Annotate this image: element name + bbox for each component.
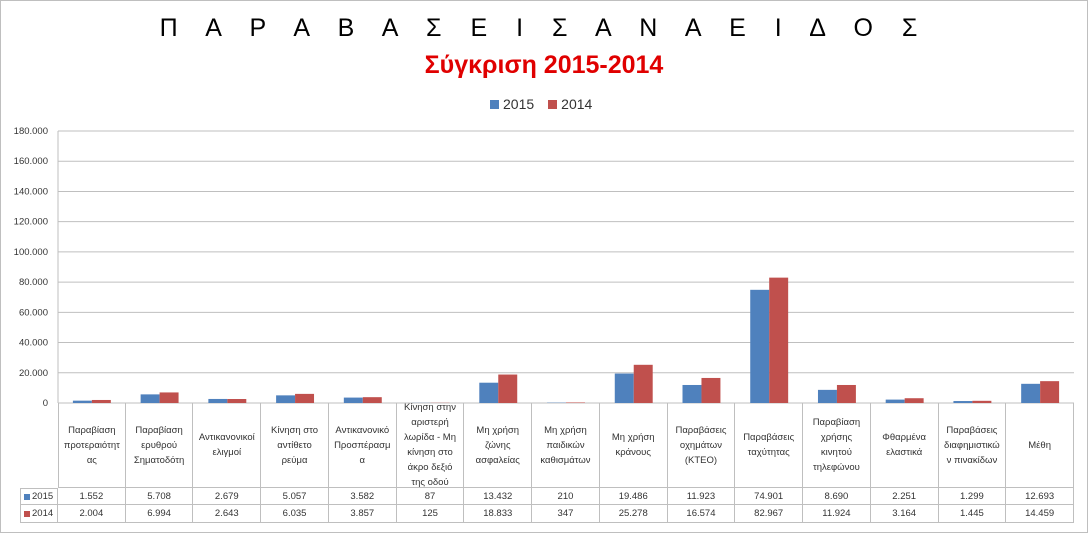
table-value-2014: 2.004 (58, 505, 126, 523)
bar-2015-2 (208, 398, 228, 403)
table-value-2015: 1.299 (938, 488, 1007, 505)
row-label-2015: 2015 (32, 491, 54, 502)
bar-2014-14 (1040, 381, 1060, 403)
bar-2015-3 (276, 395, 296, 403)
bar-2015-14 (1021, 383, 1041, 403)
table-value-2014: 6.035 (261, 505, 329, 523)
table-row-header-2014: 2014 (20, 505, 58, 523)
y-tick-label: 40.000 (19, 338, 48, 349)
y-tick-label: 60.000 (19, 307, 48, 318)
category-label: Παραβάσεις οχημάτων (ΚΤΕΟ) (667, 403, 736, 488)
bar-2014-8 (633, 364, 653, 403)
table-value-2014: 2.643 (193, 505, 262, 523)
bar-2014-7 (566, 402, 585, 403)
bar-2015-1 (140, 394, 160, 403)
legend-item-2015: 2015 (490, 96, 534, 112)
legend: 2015 2014 (490, 96, 592, 112)
bar-2014-9 (701, 377, 721, 403)
bar-2015-6 (479, 382, 499, 403)
table-value-2015: 19.486 (599, 488, 668, 505)
y-tick-label: 180.000 (14, 126, 48, 137)
table-value-2015: 2.251 (870, 488, 939, 505)
table-value-2015: 1.552 (58, 488, 126, 505)
bar-2014-4 (362, 397, 382, 403)
table-value-2015: 210 (532, 488, 600, 505)
bar-2015-10 (750, 289, 770, 403)
table-value-2015: 87 (396, 488, 465, 505)
category-label: Παραβίαση χρήσης κινητού τηλεφώνου (803, 403, 871, 488)
table-value-2014: 25.278 (599, 505, 668, 523)
table-value-2015: 74.901 (735, 488, 804, 505)
bar-2014-10 (769, 277, 789, 403)
bar-2014-6 (498, 374, 518, 403)
table-value-2015: 5.708 (125, 488, 194, 505)
legend-key-2015 (24, 493, 30, 500)
bar-2015-12 (885, 399, 905, 403)
y-tick-label: 20.000 (19, 368, 48, 379)
y-tick-label: 0 (43, 398, 48, 409)
legend-key-2014 (24, 510, 30, 517)
category-label: Μη χρήση ζώνης ασφαλείας (464, 403, 533, 488)
legend-swatch-2014 (548, 100, 558, 109)
category-label: Κίνηση στο αντίθετο ρεύμα (261, 403, 329, 488)
bar-2014-0 (91, 399, 111, 403)
legend-swatch-2015 (490, 100, 499, 109)
category-label: Αντικανονικό Προσπέρασμ α (328, 403, 397, 488)
category-label: Παραβίαση ερυθρού Σηματοδότη (125, 403, 194, 488)
bar-2014-1 (159, 392, 179, 403)
table-value-2014: 16.574 (667, 505, 736, 523)
table-value-2015: 8.690 (803, 488, 871, 505)
category-label: Μη χρήση παιδικών καθισμάτων (532, 403, 600, 488)
legend-label-2014: 2014 (561, 96, 593, 112)
bar-2014-3 (295, 393, 315, 403)
y-tick-label: 100.000 (14, 247, 48, 258)
table-value-2014: 1.445 (938, 505, 1007, 523)
bar-2014-12 (904, 398, 924, 403)
table-value-2015: 12.693 (1006, 488, 1074, 505)
chart-title: Π Α Ρ Α Β Α Σ Ε Ι Σ Α Ν Α Ε Ι Δ Ο Σ (159, 14, 929, 42)
bar-2015-4 (343, 397, 363, 403)
table-value-2014: 3.164 (870, 505, 939, 523)
table-value-2014: 14.459 (1006, 505, 1074, 523)
table-value-2014: 82.967 (735, 505, 804, 523)
table-value-2014: 347 (532, 505, 600, 523)
table-value-2015: 13.432 (464, 488, 533, 505)
y-tick-label: 160.000 (14, 156, 48, 167)
table-value-2014: 125 (396, 505, 465, 523)
table-value-2015: 2.679 (193, 488, 262, 505)
table-value-2015: 5.057 (261, 488, 329, 505)
category-label: Παραβίαση προτεραιότητ ας (58, 403, 126, 488)
row-label-2014: 2014 (32, 508, 54, 519)
legend-item-2014: 2014 (548, 96, 592, 112)
category-label: Μέθη (1006, 403, 1074, 488)
table-row-header-2015: 2015 (20, 488, 58, 505)
y-tick-label: 80.000 (19, 277, 48, 288)
table-value-2014: 18.833 (464, 505, 533, 523)
legend-label-2015: 2015 (503, 96, 535, 112)
table-value-2015: 3.582 (328, 488, 397, 505)
chart-subtitle: Σύγκριση 2015-2014 (424, 51, 664, 79)
bar-2014-11 (836, 384, 856, 403)
bar-2014-13 (972, 400, 992, 403)
bar-2015-0 (72, 400, 92, 403)
category-label: Φθαρμένα ελαστικά (870, 403, 939, 488)
bar-2015-11 (817, 389, 837, 403)
table-value-2015: 11.923 (667, 488, 736, 505)
category-label: Κίνηση στην αριστερή λωρίδα - Μη κίνηση … (396, 402, 465, 488)
bar-2014-2 (227, 399, 247, 403)
bar-2015-8 (614, 373, 634, 403)
bar-2015-13 (953, 401, 973, 403)
table-value-2014: 11.924 (803, 505, 871, 523)
category-label: Παραβάσεις διαφημιστικώ ν πινακίδων (938, 403, 1007, 488)
category-label: Μη χρήση κράνους (599, 403, 668, 488)
category-label: Αντικανονικοί ελιγμοί (193, 403, 262, 488)
bar-2015-9 (682, 384, 702, 403)
y-tick-label: 120.000 (14, 217, 48, 228)
y-tick-label: 140.000 (14, 186, 48, 197)
table-value-2014: 6.994 (125, 505, 194, 523)
category-label: Παραβάσεις ταχύτητας (735, 403, 804, 488)
table-value-2014: 3.857 (328, 505, 397, 523)
